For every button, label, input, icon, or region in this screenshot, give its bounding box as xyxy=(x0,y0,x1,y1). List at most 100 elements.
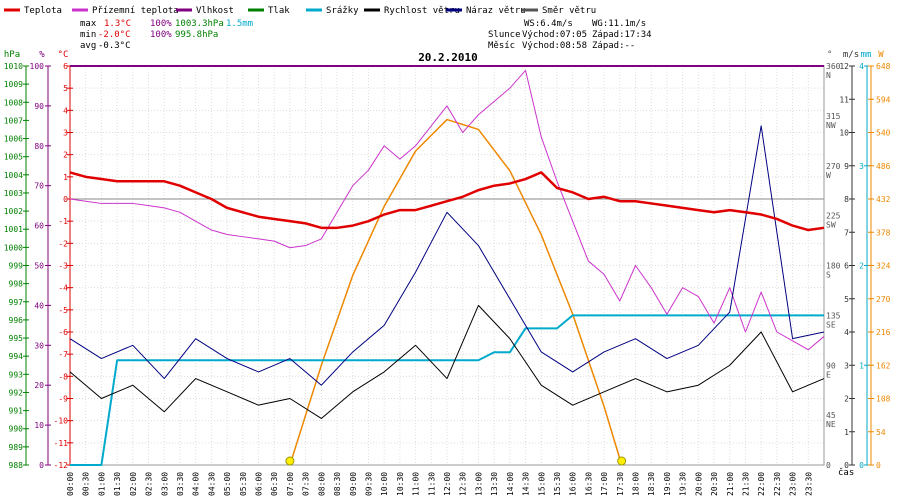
plot-area xyxy=(69,65,825,466)
legend-label: Srážky xyxy=(326,6,359,16)
sunmoon-label: Měsíc xyxy=(488,41,515,51)
legend-label: Teplota xyxy=(24,6,62,16)
x-tick-label: 17:30 xyxy=(616,472,625,496)
sunmoon-rise: Východ:08:58 xyxy=(522,41,587,51)
rain-axis-tick-label: 0 xyxy=(859,461,864,470)
solar-axis-tick-label: 648 xyxy=(876,62,891,71)
direction-tick-label: 90 xyxy=(826,361,836,370)
temperature-series xyxy=(69,171,825,232)
wind-axis-unit: m/s xyxy=(843,50,859,60)
solar-axis-tick-label: 324 xyxy=(876,262,891,271)
humidity-axis-tick-label: 20 xyxy=(34,381,44,390)
rain-axis-unit: mm xyxy=(861,50,872,60)
x-tick-label: 03:30 xyxy=(176,472,185,496)
humidity-axis-tick-label: 10 xyxy=(34,421,44,430)
temperature-axis-tick-label: 6 xyxy=(63,62,68,71)
humidity-axis-tick-label: 50 xyxy=(34,262,44,271)
legend-label: Směr větru xyxy=(542,6,596,16)
pressure-axis-tick-label: 990 xyxy=(9,425,24,434)
pressure-axis-tick-label: 1002 xyxy=(4,207,23,216)
pressure-axis-tick-label: 994 xyxy=(9,352,24,361)
legend-label: Tlak xyxy=(268,6,290,16)
solar-axis-unit: W xyxy=(878,50,884,60)
wind-axis-tick-label: 0 xyxy=(844,461,849,470)
stats-panel: max 1.3°C 100% 1003.3hPa 1.5mm min -2.0°C 100% 9… xyxy=(80,19,652,51)
direction-tick-label: 0 xyxy=(826,461,831,470)
pressure-axis-tick-label: 1006 xyxy=(4,135,23,144)
pressure-axis-tick-label: 988 xyxy=(9,461,24,470)
humidity-axis-tick-label: 30 xyxy=(34,341,44,350)
solar-axis-tick-label: 54 xyxy=(876,428,886,437)
precipitation-series xyxy=(70,314,824,466)
solar-axis-tick-label: 0 xyxy=(876,461,881,470)
pressure-axis-tick-label: 993 xyxy=(9,370,24,379)
legend: Teplota Přízemní teplota Vlhkost Tlak Srážky… xyxy=(4,6,596,16)
x-tick-label: 06:30 xyxy=(270,472,279,496)
direction-name-label: N xyxy=(826,71,831,80)
temperature-axis-unit: °C xyxy=(58,50,69,60)
x-tick-label: 05:30 xyxy=(239,472,248,496)
x-tick-label: 16:00 xyxy=(569,472,578,496)
x-tick-label: 07:00 xyxy=(286,472,295,496)
stat-max-label: max xyxy=(80,19,97,29)
legend-label: Přízemní teplota xyxy=(92,6,179,16)
wind-axis-tick-label: 5 xyxy=(844,295,849,304)
sun-marker xyxy=(285,456,295,466)
x-tick-label: 04:00 xyxy=(192,472,201,496)
x-tick-label: 18:00 xyxy=(632,472,641,496)
temperature-axis-tick-label: -1 xyxy=(58,217,68,226)
temperature-axis-tick-label: -8 xyxy=(58,372,68,381)
pressure-axis-tick-label: 1004 xyxy=(4,171,23,180)
x-tick-label: 21:30 xyxy=(741,472,750,496)
solar-axis-tick-label: 108 xyxy=(876,395,891,404)
pressure-axis-tick-label: 999 xyxy=(9,262,24,271)
pressure-axis-tick-label: 1007 xyxy=(4,116,23,125)
direction-tick-label: 270 xyxy=(826,162,841,171)
x-tick-label: 07:30 xyxy=(302,472,311,496)
direction-tick-label: 45 xyxy=(826,411,836,420)
direction-tick-label: 315 xyxy=(826,112,841,121)
pressure-axis-tick-label: 1008 xyxy=(4,98,23,107)
solar-axis-tick-label: 594 xyxy=(876,95,891,104)
pressure-axis-tick-label: 1000 xyxy=(4,243,23,252)
stat-wind-speed: WS:6.4m/s xyxy=(524,19,573,29)
stat-min-press: 995.8hPa xyxy=(175,30,218,40)
sunmoon-set: Západ:17:34 xyxy=(592,30,652,40)
pressure-axis-tick-label: 1010 xyxy=(4,62,23,71)
solar-axis-tick-label: 540 xyxy=(876,129,891,138)
x-tick-label: 13:00 xyxy=(474,472,483,496)
chart-title: 20.2.2010 xyxy=(418,51,478,64)
temperature-axis-tick-label: 1 xyxy=(63,173,68,182)
stat-min-label: min xyxy=(80,30,96,40)
wind-axis-tick-label: 8 xyxy=(844,195,849,204)
x-tick-label: 02:30 xyxy=(145,472,154,496)
pressure-axis-tick-label: 998 xyxy=(9,280,24,289)
wind-axis-tick-label: 9 xyxy=(844,162,849,171)
solar-axis-tick-label: 486 xyxy=(876,162,891,171)
x-tick-label: 10:00 xyxy=(380,472,389,496)
sunmoon-set: Západ:-- xyxy=(592,41,635,51)
axes: hPa1010100910081007100610051004100310021… xyxy=(4,50,891,496)
legend-label: Náraz větru xyxy=(466,6,526,16)
stat-max-press: 1003.3hPa xyxy=(175,19,224,29)
pressure-axis-tick-label: 992 xyxy=(9,388,24,397)
stat-min-temp: -2.0°C xyxy=(98,30,131,40)
stat-max-temp: 1.3°C xyxy=(104,19,131,29)
pressure-axis-tick-label: 1001 xyxy=(4,225,23,234)
wind-gust-series xyxy=(69,125,825,386)
x-tick-label: 12:00 xyxy=(443,472,452,496)
x-tick-label: 02:00 xyxy=(129,472,138,496)
x-tick-label: 11:30 xyxy=(427,472,436,496)
direction-name-label: NE xyxy=(826,420,836,429)
humidity-axis-tick-label: 70 xyxy=(34,182,44,191)
x-tick-label: 09:30 xyxy=(364,472,373,496)
temperature-axis-tick-label: -6 xyxy=(58,328,68,337)
x-tick-label: 05:00 xyxy=(223,472,232,496)
wind-speed-series xyxy=(69,304,825,419)
wind-axis-tick-label: 6 xyxy=(844,262,849,271)
temperature-axis-tick-label: -5 xyxy=(58,306,68,315)
pressure-axis-tick-label: 997 xyxy=(9,298,24,307)
